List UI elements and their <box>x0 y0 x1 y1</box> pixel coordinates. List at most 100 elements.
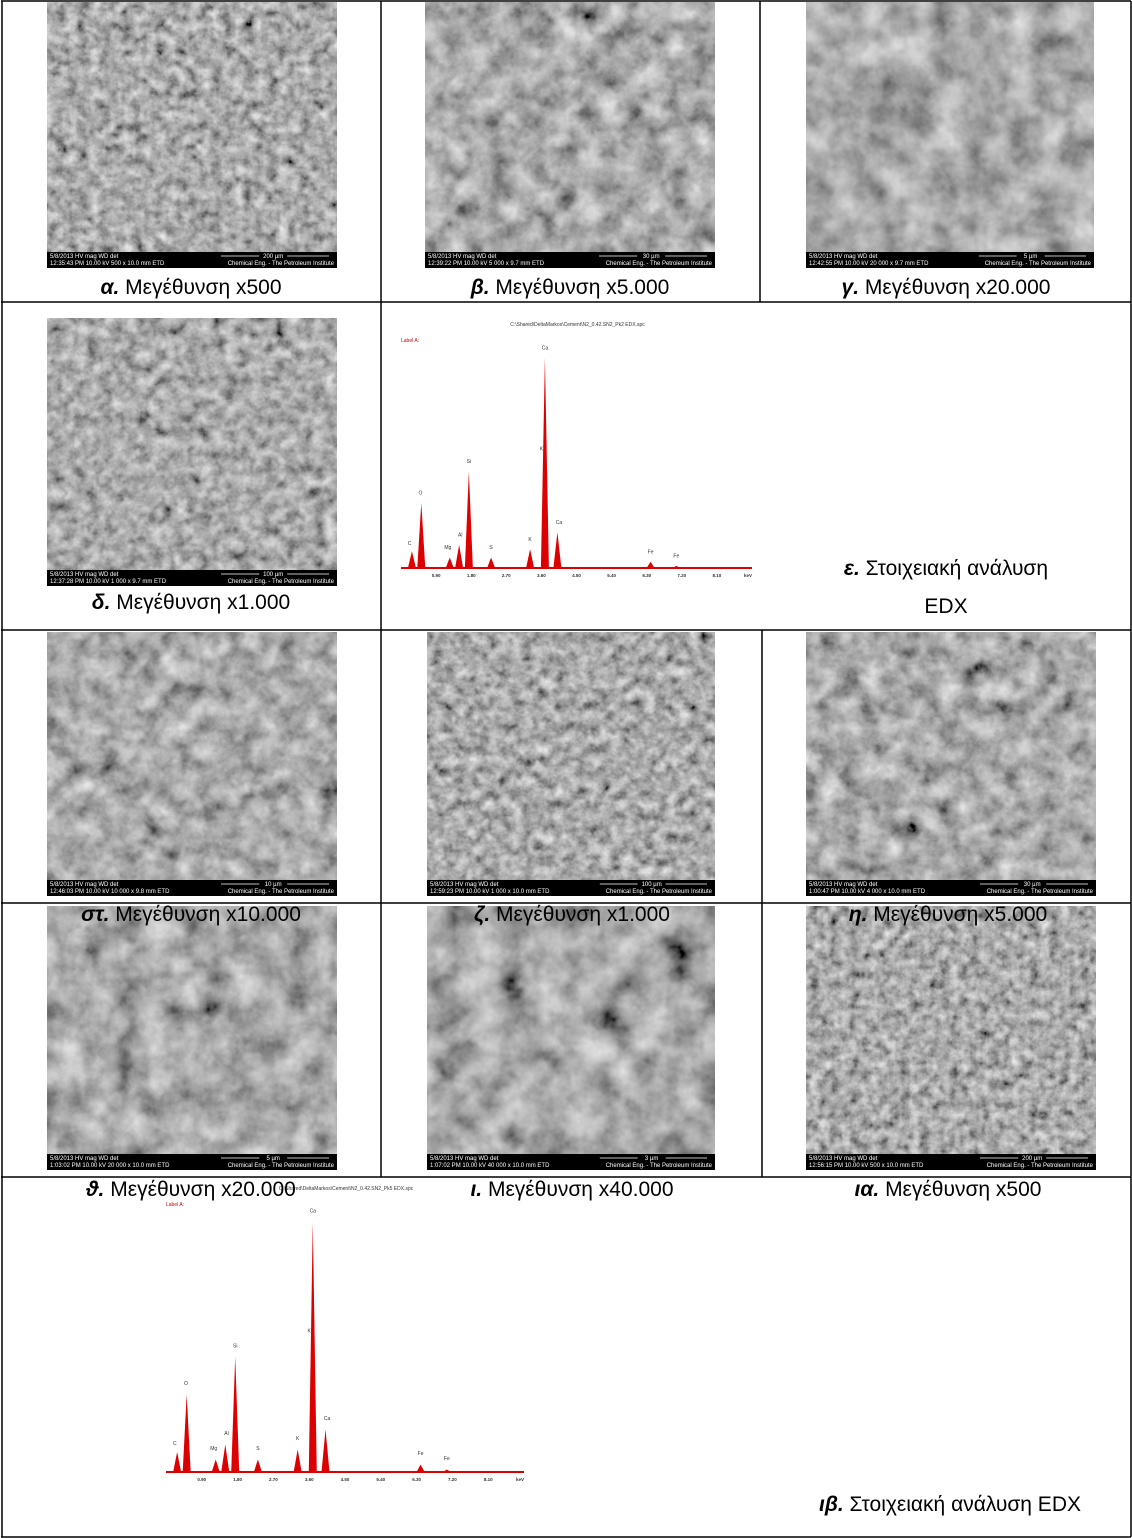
caption-label: β. <box>471 276 490 299</box>
peak-label: Al <box>458 533 462 539</box>
caption-label: δ. <box>92 591 111 614</box>
peak-label: K <box>308 1329 312 1335</box>
info-meta: 1:03:02 PM 10.00 kV 20 000 x 10.0 mm ETD <box>50 1163 170 1169</box>
caption-text: Μεγέθυνση x500 <box>885 1178 1041 1201</box>
info-footer: Chemical Eng. - The Petroleum Institute <box>987 889 1094 895</box>
caption-text: Στοιχειακή ανάλυση EDX <box>850 1493 1081 1516</box>
axis-tick-label: 6.30 <box>412 1477 421 1482</box>
sem-cell: 5/8/2013 HV mag WD det12:46:03 PM 10.00 … <box>47 632 337 896</box>
info-header: 5/8/2013 HV mag WD det <box>809 1156 878 1162</box>
peak-label: C <box>173 1441 177 1447</box>
info-footer: Chemical Eng. - The Petroleum Institute <box>606 1163 713 1169</box>
sem-texture <box>47 632 337 880</box>
scale-label: 100 µm <box>263 572 283 578</box>
caption: ιβ. Στοιχειακή ανάλυση EDX <box>780 1486 1120 1524</box>
caption-label: στ. <box>81 903 109 926</box>
caption-text: Μεγέθυνση x5.000 <box>495 276 669 299</box>
spectrum-file: C:\Shared\DeltaMarkos\Cement\N2_0.42.SN2… <box>510 322 645 328</box>
info-footer: Chemical Eng. - The Petroleum Institute <box>987 1163 1094 1169</box>
peak-label: Fe <box>648 549 654 555</box>
axis-tick-label: 5.40 <box>376 1477 385 1482</box>
sem-texture <box>806 2 1094 252</box>
axis-tick-label: 8.10 <box>713 573 722 578</box>
axis-tick-label: 6.30 <box>642 573 651 578</box>
scale-label: 100 µm <box>642 882 662 888</box>
axis-tick-label: 8.10 <box>484 1477 493 1482</box>
spectrum-peak <box>465 471 473 568</box>
info-meta: 12:56:15 PM 10.00 kV 500 x 10.0 mm ETD <box>809 1163 924 1169</box>
axis-tick-label: 0.90 <box>197 1477 206 1482</box>
spectrum-peak <box>183 1395 191 1473</box>
sem-texture <box>425 2 715 252</box>
peak-label: S <box>489 545 493 551</box>
spectrum-peak <box>221 1445 229 1473</box>
caption-label: γ. <box>842 276 860 299</box>
info-header: 5/8/2013 HV mag WD det <box>50 1156 119 1162</box>
spectrum-peak <box>294 1450 302 1473</box>
edx-cell: C:\Shared\DeltaMarkos\Cement\N2_0.42.SN2… <box>401 322 752 578</box>
spectrum-peak <box>322 1430 330 1473</box>
spectrum-peak <box>487 558 495 569</box>
axis-tick-label: 5.40 <box>607 573 616 578</box>
peak-label: Ca <box>556 520 563 526</box>
peak-label: Al <box>224 1431 228 1437</box>
spectrum-peak <box>446 558 454 569</box>
spectrum-peak <box>417 1465 425 1473</box>
info-footer: Chemical Eng. - The Petroleum Institute <box>606 261 713 267</box>
axis-tick-label: 2.70 <box>269 1477 278 1482</box>
peak-label: Si <box>233 1344 237 1350</box>
caption-text: Μεγέθυνση x20.000 <box>110 1178 296 1201</box>
caption-text: Μεγέθυνση x40.000 <box>488 1178 674 1201</box>
axis-tick-label: 4.50 <box>341 1477 350 1482</box>
peak-label: O <box>419 491 423 497</box>
spectrum-peak <box>455 545 463 568</box>
caption-label: ε. <box>844 557 860 580</box>
edx-cell: C:\Shared\DeltaMarkos\Cement\N2_0.42.SN2… <box>166 1186 524 1482</box>
caption: ι. Μεγέθυνση x40.000 <box>402 1171 742 1209</box>
scale-label: 30 µm <box>1024 882 1041 888</box>
scale-label: 30 µm <box>643 254 660 260</box>
info-meta: 1:00:47 PM 10.00 kV 4 000 x 10.0 mm ETD <box>809 889 926 895</box>
caption: στ. Μεγέθυνση x10.000 <box>21 896 361 934</box>
axis-tick-label: 4.50 <box>572 573 581 578</box>
peak-label: Ca <box>310 1209 317 1215</box>
spectrum-label: Label A: <box>401 338 419 344</box>
caption-label: ι. <box>470 1178 482 1201</box>
caption-text: Μεγέθυνση x500 <box>125 276 281 299</box>
peak-label: C <box>408 541 412 547</box>
info-meta: 12:39:22 PM 10.00 kV 5 000 x 9.7 mm ETD <box>428 261 545 267</box>
info-header: 5/8/2013 HV mag WD det <box>50 882 119 888</box>
sem-cell: 5/8/2013 HV mag WD det12:35:43 PM 10.00 … <box>47 2 337 268</box>
scale-label: 10 µm <box>265 882 282 888</box>
caption-label: ια. <box>855 1178 880 1201</box>
spectrum-peak <box>173 1452 181 1472</box>
caption: ζ. Μεγέθυνση x1.000 <box>402 896 742 934</box>
info-footer: Chemical Eng. - The Petroleum Institute <box>985 261 1092 267</box>
info-meta: 12:46:03 PM 10.00 kV 10 000 x 9.8 mm ETD <box>50 889 170 895</box>
sem-texture <box>47 2 337 252</box>
peak-label: Fe <box>444 1456 450 1462</box>
axis-tick-label: 3.60 <box>305 1477 314 1482</box>
axis-tick-label: 3.60 <box>537 573 546 578</box>
info-meta: 12:42:55 PM 10.00 kV 20 000 x 9.7 mm ETD <box>809 261 929 267</box>
caption-label: ϑ. <box>86 1178 104 1201</box>
caption-text: Στοιχειακή ανάλυση EDX <box>866 557 1048 618</box>
scale-label: 200 µm <box>1022 1156 1042 1162</box>
peak-label: Ca <box>542 346 549 352</box>
info-header: 5/8/2013 HV mag WD det <box>428 254 497 260</box>
caption-label: α. <box>100 276 119 299</box>
axis-unit: keV <box>744 573 752 578</box>
sem-texture <box>427 906 715 1154</box>
caption: α. Μεγέθυνση x500 <box>21 269 361 307</box>
axis-tick-label: 0.90 <box>432 573 441 578</box>
peak-label: S <box>256 1446 260 1452</box>
peak-label: K <box>528 537 532 543</box>
spectrum-peak <box>526 549 534 568</box>
info-header: 5/8/2013 HV mag WD det <box>430 882 499 888</box>
spectrum-peak <box>212 1460 220 1473</box>
